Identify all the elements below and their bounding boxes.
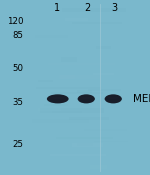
Bar [49, 80, 109, 84]
Bar [34, 35, 68, 38]
Bar [60, 75, 101, 79]
Bar [84, 129, 127, 131]
Bar [72, 22, 122, 25]
Bar [48, 63, 115, 65]
Bar [51, 92, 103, 94]
Ellipse shape [51, 97, 65, 99]
Text: MEK-6: MEK-6 [133, 94, 150, 104]
Bar [88, 89, 121, 91]
Ellipse shape [105, 94, 122, 103]
Bar [65, 18, 88, 21]
Text: 35: 35 [12, 98, 23, 107]
Bar [96, 46, 111, 49]
Text: 1: 1 [54, 3, 60, 13]
Ellipse shape [78, 94, 95, 103]
Bar [38, 108, 61, 111]
Bar [69, 117, 109, 120]
Bar [77, 90, 92, 93]
Bar [72, 143, 103, 147]
Bar [44, 104, 69, 106]
Ellipse shape [108, 97, 119, 99]
Bar [36, 87, 101, 89]
Bar [38, 80, 53, 82]
Bar [52, 111, 82, 113]
Bar [61, 57, 77, 62]
Text: 2: 2 [84, 3, 90, 13]
Bar [90, 165, 107, 169]
Bar [94, 141, 128, 142]
Bar [51, 154, 106, 156]
Bar [59, 75, 75, 79]
Bar [62, 8, 126, 12]
Ellipse shape [81, 97, 92, 99]
Text: 120: 120 [7, 17, 23, 26]
Text: 50: 50 [12, 64, 23, 73]
Text: 25: 25 [12, 140, 23, 149]
Bar [56, 136, 113, 139]
Text: 3: 3 [111, 3, 117, 13]
Bar [66, 122, 83, 126]
Ellipse shape [47, 94, 69, 103]
Bar [32, 119, 89, 123]
Text: 85: 85 [12, 31, 23, 40]
Bar [40, 108, 104, 113]
Bar [93, 73, 114, 75]
Bar [77, 143, 93, 146]
